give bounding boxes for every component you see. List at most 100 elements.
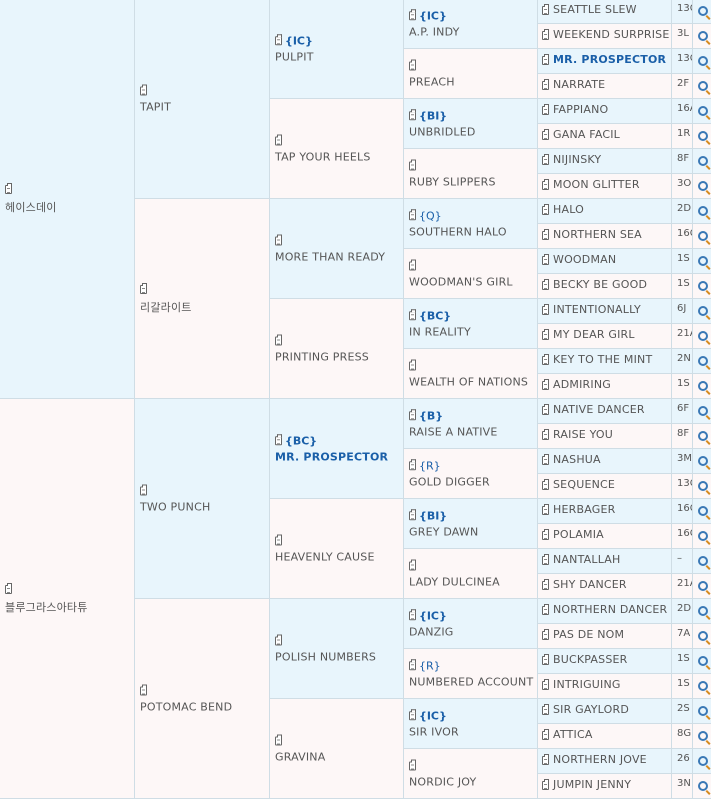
horse-name-link[interactable]: 블루그라스아타튜 [5, 600, 88, 614]
clipboard-icon[interactable] [409, 609, 416, 621]
horse-name-link[interactable]: RAISE YOU [553, 428, 614, 441]
clipboard-icon[interactable] [542, 3, 549, 15]
clipboard-icon[interactable] [542, 653, 549, 665]
magnifier-icon[interactable] [698, 581, 708, 591]
magnifier-icon[interactable] [698, 181, 708, 191]
horse-name-link[interactable]: HEAVENLY CAUSE [275, 550, 375, 563]
clipboard-icon[interactable] [409, 259, 416, 271]
horse-name-link[interactable]: POLAMIA [553, 528, 604, 541]
clipboard-icon[interactable] [542, 253, 549, 265]
horse-name-link[interactable]: SIR GAYLORD [553, 703, 629, 716]
clipboard-icon[interactable] [5, 583, 12, 594]
clipboard-icon[interactable] [140, 84, 147, 96]
clipboard-icon[interactable] [275, 234, 282, 246]
clipboard-icon[interactable] [275, 334, 282, 346]
magnifier-icon[interactable] [698, 6, 708, 16]
horse-name-link[interactable]: PRINTING PRESS [275, 350, 369, 363]
clipboard-icon[interactable] [542, 528, 549, 540]
horse-name-link[interactable]: WOODMAN'S GIRL [409, 275, 513, 288]
clipboard-icon[interactable] [542, 328, 549, 340]
horse-name-link[interactable]: TWO PUNCH [140, 500, 211, 513]
horse-name-link[interactable]: JUMPIN JENNY [553, 778, 632, 791]
clipboard-icon[interactable] [409, 309, 416, 321]
horse-name-link[interactable]: SOUTHERN HALO [409, 225, 507, 239]
clipboard-icon[interactable] [542, 403, 549, 415]
clipboard-icon[interactable] [542, 703, 549, 715]
clipboard-icon[interactable] [542, 78, 549, 90]
horse-name-link[interactable]: KEY TO THE MINT [553, 353, 653, 366]
magnifier-icon[interactable] [698, 331, 708, 341]
magnifier-icon[interactable] [698, 731, 708, 741]
horse-name-link[interactable]: DANZIG [409, 625, 454, 639]
clipboard-icon[interactable] [542, 628, 549, 640]
horse-name-link[interactable]: GOLD DIGGER [409, 475, 490, 489]
magnifier-icon[interactable] [698, 681, 708, 691]
clipboard-icon[interactable] [542, 603, 549, 615]
magnifier-icon[interactable] [698, 81, 708, 91]
clipboard-icon[interactable] [542, 28, 549, 40]
horse-name-link[interactable]: HALO [553, 203, 584, 216]
magnifier-icon[interactable] [698, 381, 708, 391]
magnifier-icon[interactable] [698, 656, 708, 666]
horse-name-link[interactable]: NUMBERED ACCOUNT [409, 675, 534, 689]
magnifier-icon[interactable] [698, 456, 708, 466]
magnifier-icon[interactable] [698, 206, 708, 216]
clipboard-icon[interactable] [542, 153, 549, 165]
magnifier-icon[interactable] [698, 106, 708, 116]
horse-name-link[interactable]: INTRIGUING [553, 678, 621, 691]
magnifier-icon[interactable] [698, 481, 708, 491]
magnifier-icon[interactable] [698, 281, 708, 291]
magnifier-icon[interactable] [698, 156, 708, 166]
horse-name-link[interactable]: SHY DANCER [553, 578, 627, 591]
clipboard-icon[interactable] [275, 34, 282, 46]
magnifier-icon[interactable] [698, 706, 708, 716]
horse-name-link[interactable]: MY DEAR GIRL [553, 328, 635, 341]
clipboard-icon[interactable] [542, 53, 549, 65]
magnifier-icon[interactable] [698, 56, 708, 66]
clipboard-icon[interactable] [542, 503, 549, 515]
horse-name-link[interactable]: GREY DAWN [409, 525, 479, 539]
magnifier-icon[interactable] [698, 531, 708, 541]
magnifier-icon[interactable] [698, 431, 708, 441]
horse-name-link[interactable]: POLISH NUMBERS [275, 650, 377, 663]
horse-name-link[interactable]: RAISE A NATIVE [409, 425, 498, 439]
horse-name-link[interactable]: PAS DE NOM [553, 628, 625, 641]
horse-name-link[interactable]: WOODMAN [553, 253, 617, 266]
clipboard-icon[interactable] [409, 59, 416, 71]
clipboard-icon[interactable] [140, 283, 147, 294]
magnifier-icon[interactable] [698, 756, 708, 766]
horse-name-link[interactable]: SEATTLE SLEW [553, 3, 637, 16]
clipboard-icon[interactable] [542, 578, 549, 590]
clipboard-icon[interactable] [542, 128, 549, 140]
clipboard-icon[interactable] [5, 183, 12, 194]
horse-name-link[interactable]: PULPIT [275, 50, 314, 64]
clipboard-icon[interactable] [542, 778, 549, 790]
clipboard-icon[interactable] [542, 228, 549, 240]
horse-name-link[interactable]: NORDIC JOY [409, 775, 477, 788]
horse-name-link[interactable]: FAPPIANO [553, 103, 609, 116]
clipboard-icon[interactable] [275, 134, 282, 146]
clipboard-icon[interactable] [409, 759, 416, 771]
clipboard-icon[interactable] [542, 353, 549, 365]
clipboard-icon[interactable] [275, 634, 282, 646]
horse-name-link[interactable]: NIJINSKY [553, 153, 602, 166]
clipboard-icon[interactable] [542, 378, 549, 390]
clipboard-icon[interactable] [409, 109, 416, 121]
horse-name-link[interactable]: NANTALLAH [553, 553, 621, 566]
horse-name-link[interactable]: NORTHERN SEA [553, 228, 642, 241]
clipboard-icon[interactable] [542, 753, 549, 765]
clipboard-icon[interactable] [542, 553, 549, 565]
horse-name-link[interactable]: 헤이스데이 [5, 200, 57, 214]
magnifier-icon[interactable] [698, 256, 708, 266]
clipboard-icon[interactable] [409, 659, 416, 671]
horse-name-link[interactable]: WEALTH OF NATIONS [409, 375, 529, 388]
horse-name-link[interactable]: BUCKPASSER [553, 653, 628, 666]
magnifier-icon[interactable] [698, 356, 708, 366]
clipboard-icon[interactable] [409, 459, 416, 471]
horse-name-link[interactable]: MOON GLITTER [553, 178, 640, 191]
clipboard-icon[interactable] [275, 434, 282, 446]
horse-name-link[interactable]: INTENTIONALLY [553, 303, 641, 316]
horse-name-link[interactable]: TAP YOUR HEELS [275, 150, 371, 163]
horse-name-link[interactable]: WEEKEND SURPRISE [553, 28, 670, 41]
clipboard-icon[interactable] [275, 534, 282, 546]
